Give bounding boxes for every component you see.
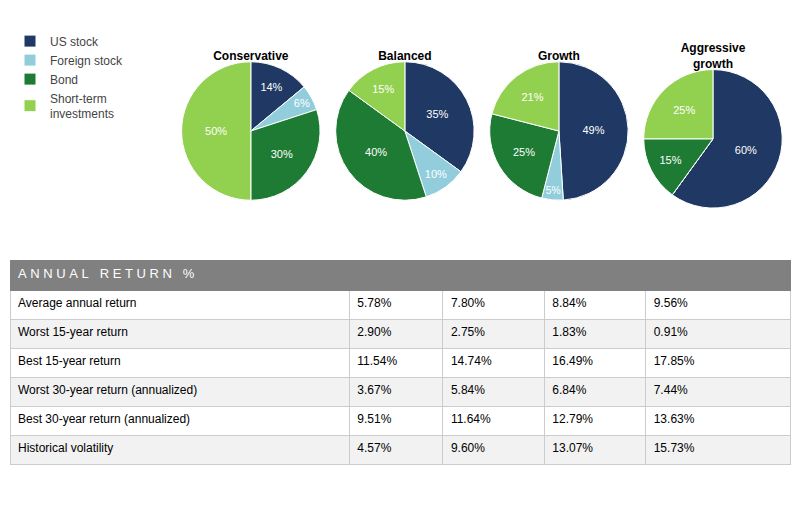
svg-text:A N N U A L R E T U R N %: A N N U A L R E T U R N % bbox=[18, 266, 195, 281]
svg-text:8.84%: 8.84% bbox=[552, 296, 586, 310]
svg-text:Worst 30-year return (annualiz: Worst 30-year return (annualized) bbox=[18, 383, 197, 397]
svg-text:13.63%: 13.63% bbox=[654, 412, 695, 426]
svg-text:60%: 60% bbox=[735, 144, 757, 156]
svg-text:11.64%: 11.64% bbox=[451, 412, 491, 426]
svg-text:US stock: US stock bbox=[50, 35, 99, 49]
svg-text:50%: 50% bbox=[205, 125, 227, 137]
svg-text:7.44%: 7.44% bbox=[654, 383, 688, 397]
svg-text:Aggressivegrowth: Aggressivegrowth bbox=[681, 41, 746, 71]
svg-text:12.79%: 12.79% bbox=[552, 412, 593, 426]
svg-text:14.74%: 14.74% bbox=[451, 354, 492, 368]
svg-text:25%: 25% bbox=[513, 146, 535, 158]
svg-text:Best 15-year return: Best 15-year return bbox=[18, 354, 121, 368]
svg-text:7.80%: 7.80% bbox=[451, 296, 485, 310]
svg-text:16.49%: 16.49% bbox=[552, 354, 593, 368]
svg-text:40%: 40% bbox=[365, 146, 387, 158]
svg-text:Short-terminvestments: Short-terminvestments bbox=[50, 92, 114, 122]
svg-text:9.60%: 9.60% bbox=[451, 441, 485, 455]
svg-text:25%: 25% bbox=[673, 104, 695, 116]
svg-text:Average annual return: Average annual return bbox=[18, 296, 137, 310]
svg-text:0.91%: 0.91% bbox=[654, 325, 688, 339]
svg-text:4.57%: 4.57% bbox=[357, 441, 391, 455]
svg-text:Worst 15-year return: Worst 15-year return bbox=[18, 325, 128, 339]
svg-text:49%: 49% bbox=[582, 124, 604, 136]
svg-text:10%: 10% bbox=[425, 168, 447, 180]
svg-text:15%: 15% bbox=[659, 154, 681, 166]
svg-text:15.73%: 15.73% bbox=[654, 441, 695, 455]
svg-text:Growth: Growth bbox=[538, 49, 580, 63]
svg-text:15%: 15% bbox=[372, 83, 394, 95]
svg-text:9.56%: 9.56% bbox=[654, 296, 688, 310]
svg-text:17.85%: 17.85% bbox=[654, 354, 695, 368]
svg-text:Bond: Bond bbox=[50, 73, 78, 87]
svg-text:Balanced: Balanced bbox=[378, 49, 431, 63]
svg-text:6.84%: 6.84% bbox=[552, 383, 586, 397]
svg-text:13.07%: 13.07% bbox=[552, 441, 593, 455]
svg-text:Historical volatility: Historical volatility bbox=[18, 441, 113, 455]
svg-text:3.67%: 3.67% bbox=[357, 383, 391, 397]
svg-text:2.75%: 2.75% bbox=[451, 325, 485, 339]
svg-text:Conservative: Conservative bbox=[213, 49, 289, 63]
svg-text:6%: 6% bbox=[294, 97, 310, 109]
svg-text:Foreign stock: Foreign stock bbox=[50, 54, 123, 68]
svg-text:5.78%: 5.78% bbox=[357, 296, 391, 310]
svg-text:9.51%: 9.51% bbox=[357, 412, 391, 426]
svg-text:5%: 5% bbox=[546, 185, 561, 196]
svg-text:5.84%: 5.84% bbox=[451, 383, 485, 397]
svg-text:1.83%: 1.83% bbox=[552, 325, 586, 339]
svg-text:21%: 21% bbox=[522, 91, 544, 103]
svg-text:11.54%: 11.54% bbox=[357, 354, 397, 368]
svg-text:Best 30-year return (annualize: Best 30-year return (annualized) bbox=[18, 412, 190, 426]
svg-text:35%: 35% bbox=[426, 108, 448, 120]
svg-text:2.90%: 2.90% bbox=[357, 325, 391, 339]
svg-text:14%: 14% bbox=[260, 81, 282, 93]
svg-text:30%: 30% bbox=[271, 148, 293, 160]
